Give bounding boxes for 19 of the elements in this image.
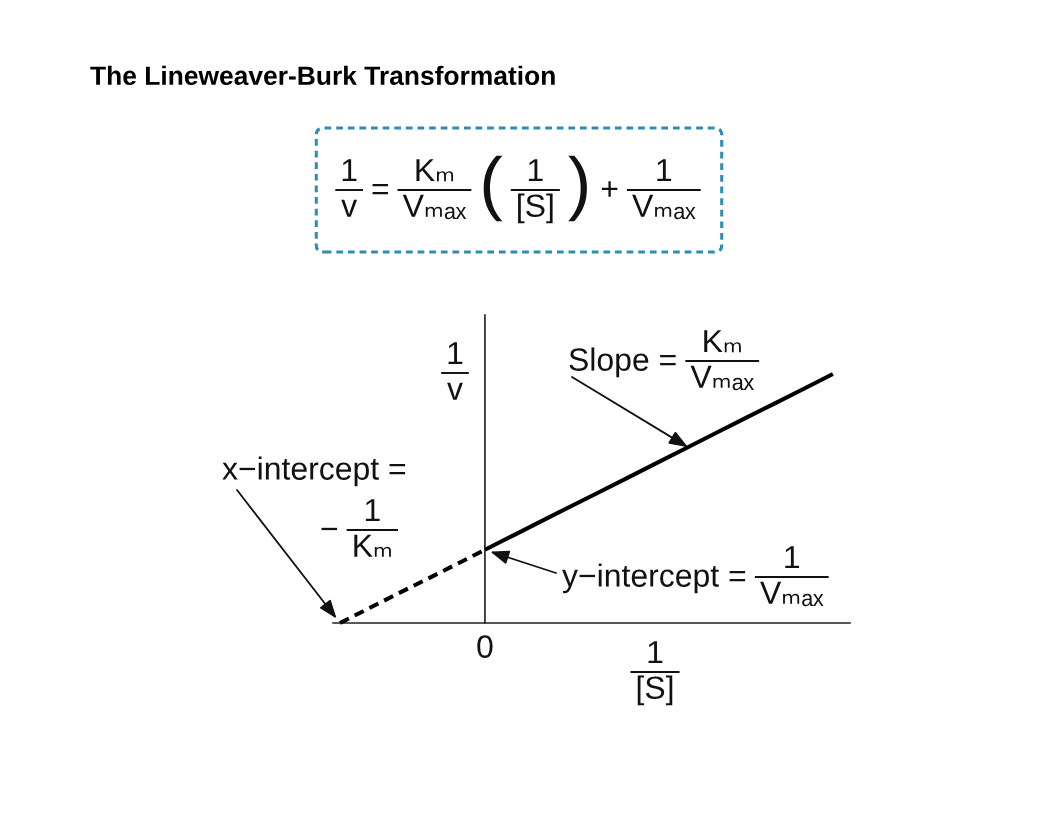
text: + xyxy=(601,181,618,197)
text: 1 Vₘₐₓ xyxy=(632,159,696,220)
annotation: x−intercept = xyxy=(222,456,406,487)
text: 0 xyxy=(477,635,493,658)
annotation: Kₘ Vₘₐₓ xyxy=(690,330,754,391)
text: Kₘ Vₘₐₓ xyxy=(402,159,467,220)
annotation: y−intercept = xyxy=(562,563,746,594)
annotation: 1 Kₘ xyxy=(354,499,391,557)
annotation: Slope = xyxy=(569,347,676,378)
y-axis-title: 1 v xyxy=(447,342,463,400)
annotation: 1 Vₘₐₓ xyxy=(760,546,824,607)
chart-title: The Lineweaver-Burk Transformation xyxy=(90,65,555,86)
text: ( xyxy=(483,155,503,222)
text: ) xyxy=(568,155,587,222)
text: 1 v xyxy=(341,159,358,217)
x-axis-title: 1 [S] xyxy=(637,641,673,706)
annotation: − xyxy=(321,527,338,531)
text: 1 [S] xyxy=(518,159,553,224)
text: = xyxy=(372,183,389,195)
